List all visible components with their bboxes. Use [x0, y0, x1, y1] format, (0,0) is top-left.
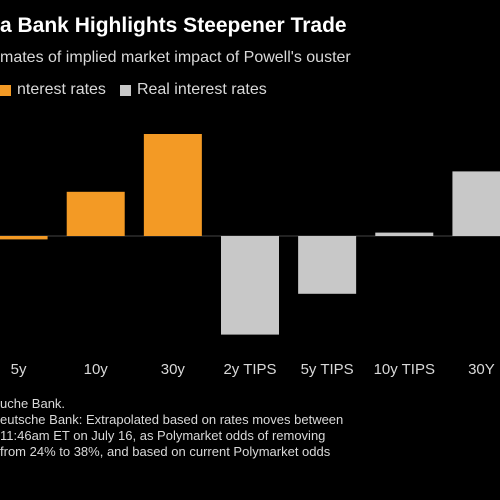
note-line-2: 11:46am ET on July 16, as Polymarket odd…: [0, 428, 326, 443]
chart-notes: uche Bank. eutsche Bank: Extrapolated ba…: [0, 396, 343, 460]
x-tick-label: 5y: [11, 361, 27, 378]
x-tick-label: 10y: [84, 361, 109, 378]
bar-5y: [0, 236, 48, 240]
bar-30y: [452, 171, 500, 236]
x-tick-label: 2y TIPS: [223, 361, 276, 378]
legend-label-real: Real interest rates: [136, 81, 267, 98]
bar-2y-tips: [221, 236, 279, 335]
x-tick-label: 5y TIPS: [301, 361, 354, 378]
x-tick-label: 30Y: [468, 361, 495, 378]
bar-5y-tips: [298, 236, 357, 294]
legend-swatch-nominal: [0, 84, 11, 96]
note-line-3: from 24% to 38%, and based on current Po…: [0, 444, 331, 459]
bar-30y: [143, 134, 202, 236]
x-tick-label: 30y: [161, 361, 186, 378]
legend-label-nominal: nterest rates: [17, 81, 106, 98]
x-tick-label: 10y TIPS: [374, 361, 435, 378]
bar-10y: [66, 191, 125, 236]
chart-title: a Bank Highlights Steepener Trade: [0, 14, 347, 37]
note-source: uche Bank.: [0, 396, 66, 411]
note-line-1: eutsche Bank: Extrapolated based on rate…: [0, 412, 344, 427]
bar-10y-tips: [375, 232, 434, 236]
legend-swatch-real: [119, 84, 131, 96]
chart-subtitle: mates of implied market impact of Powell…: [0, 49, 351, 66]
legend: nterest rates Real interest rates: [0, 80, 267, 100]
